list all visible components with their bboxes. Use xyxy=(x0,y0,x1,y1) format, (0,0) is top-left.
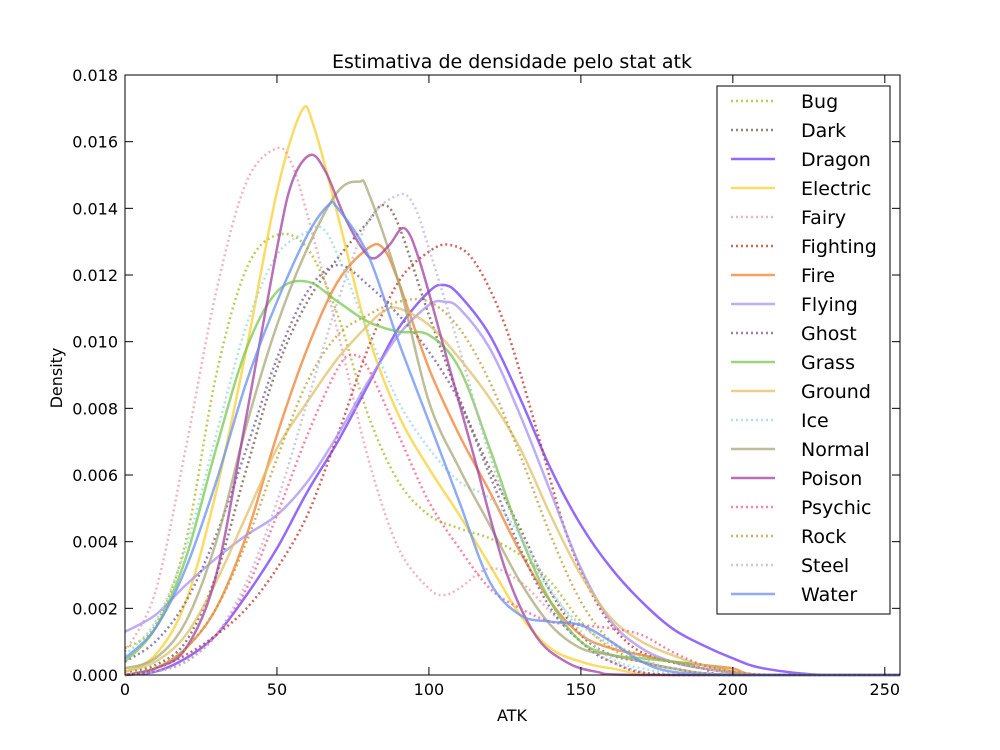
legend-label-dragon: Dragon xyxy=(801,149,871,171)
plot-frame xyxy=(124,74,901,676)
legend-label-steel: Steel xyxy=(801,555,849,577)
legend-label-bug: Bug xyxy=(801,91,838,113)
x-tick-label: 250 xyxy=(870,680,901,699)
legend-label-psychic: Psychic xyxy=(801,497,871,519)
series-line-poison xyxy=(124,153,900,677)
series-line-ground xyxy=(124,306,900,677)
legend-label-ghost: Ghost xyxy=(801,323,857,345)
series-line-normal xyxy=(124,179,900,677)
series-line-ghost xyxy=(124,263,900,677)
ticks-layer: 0 50 100 150 200 250 0.000 0.002 0.004 0.006 0.008… xyxy=(72,66,900,699)
legend-label-rock: Rock xyxy=(801,526,846,548)
y-tick-label: 0.004 xyxy=(72,533,118,552)
legend-label-electric: Electric xyxy=(801,178,871,200)
y-tick-label: 0.002 xyxy=(72,599,118,618)
x-axis-label: ATK xyxy=(497,706,527,725)
y-tick-label: 0.012 xyxy=(72,266,118,285)
x-tick-label: 50 xyxy=(267,680,287,699)
series-line-dark xyxy=(124,203,900,677)
legend-label-normal: Normal xyxy=(801,439,870,461)
series-line-dragon xyxy=(124,283,900,677)
y-tick-label: 0.006 xyxy=(72,466,118,485)
legend-box xyxy=(716,85,891,615)
y-tick-label: 0.000 xyxy=(72,666,118,685)
x-tick-label: 0 xyxy=(120,680,130,699)
y-tick-label: 0.018 xyxy=(72,66,118,85)
y-axis-label: Density xyxy=(47,348,66,409)
series-line-ice xyxy=(124,225,900,677)
y-tick-label: 0.016 xyxy=(72,133,118,152)
series-line-flying xyxy=(124,299,900,677)
y-tick-label: 0.014 xyxy=(72,199,118,218)
series-layer xyxy=(123,105,900,677)
x-tick-label: 100 xyxy=(414,680,445,699)
legend-label-fire: Fire xyxy=(801,265,835,287)
legend-label-grass: Grass xyxy=(801,352,855,374)
legend: Bug Dark Dragon Electric Fairy Fighting Fire Fl… xyxy=(716,85,891,615)
series-line-fairy xyxy=(123,146,900,677)
y-tick-label: 0.010 xyxy=(72,333,118,352)
series-line-fighting xyxy=(124,243,900,677)
legend-label-flying: Flying xyxy=(801,294,858,316)
y-tick-label: 0.008 xyxy=(72,399,118,418)
legend-label-fairy: Fairy xyxy=(801,207,846,229)
legend-label-ice: Ice xyxy=(801,410,829,432)
legend-label-fighting: Fighting xyxy=(801,236,877,258)
legend-label-poison: Poison xyxy=(801,468,862,490)
legend-label-ground: Ground xyxy=(801,381,871,403)
legend-label-dark: Dark xyxy=(801,120,846,142)
series-line-bug xyxy=(124,232,900,677)
x-tick-label: 200 xyxy=(718,680,749,699)
legend-label-water: Water xyxy=(801,584,857,606)
series-line-water xyxy=(124,200,900,677)
chart-title: Estimativa de densidade pelo stat atk xyxy=(332,51,692,73)
x-tick-label: 150 xyxy=(566,680,597,699)
